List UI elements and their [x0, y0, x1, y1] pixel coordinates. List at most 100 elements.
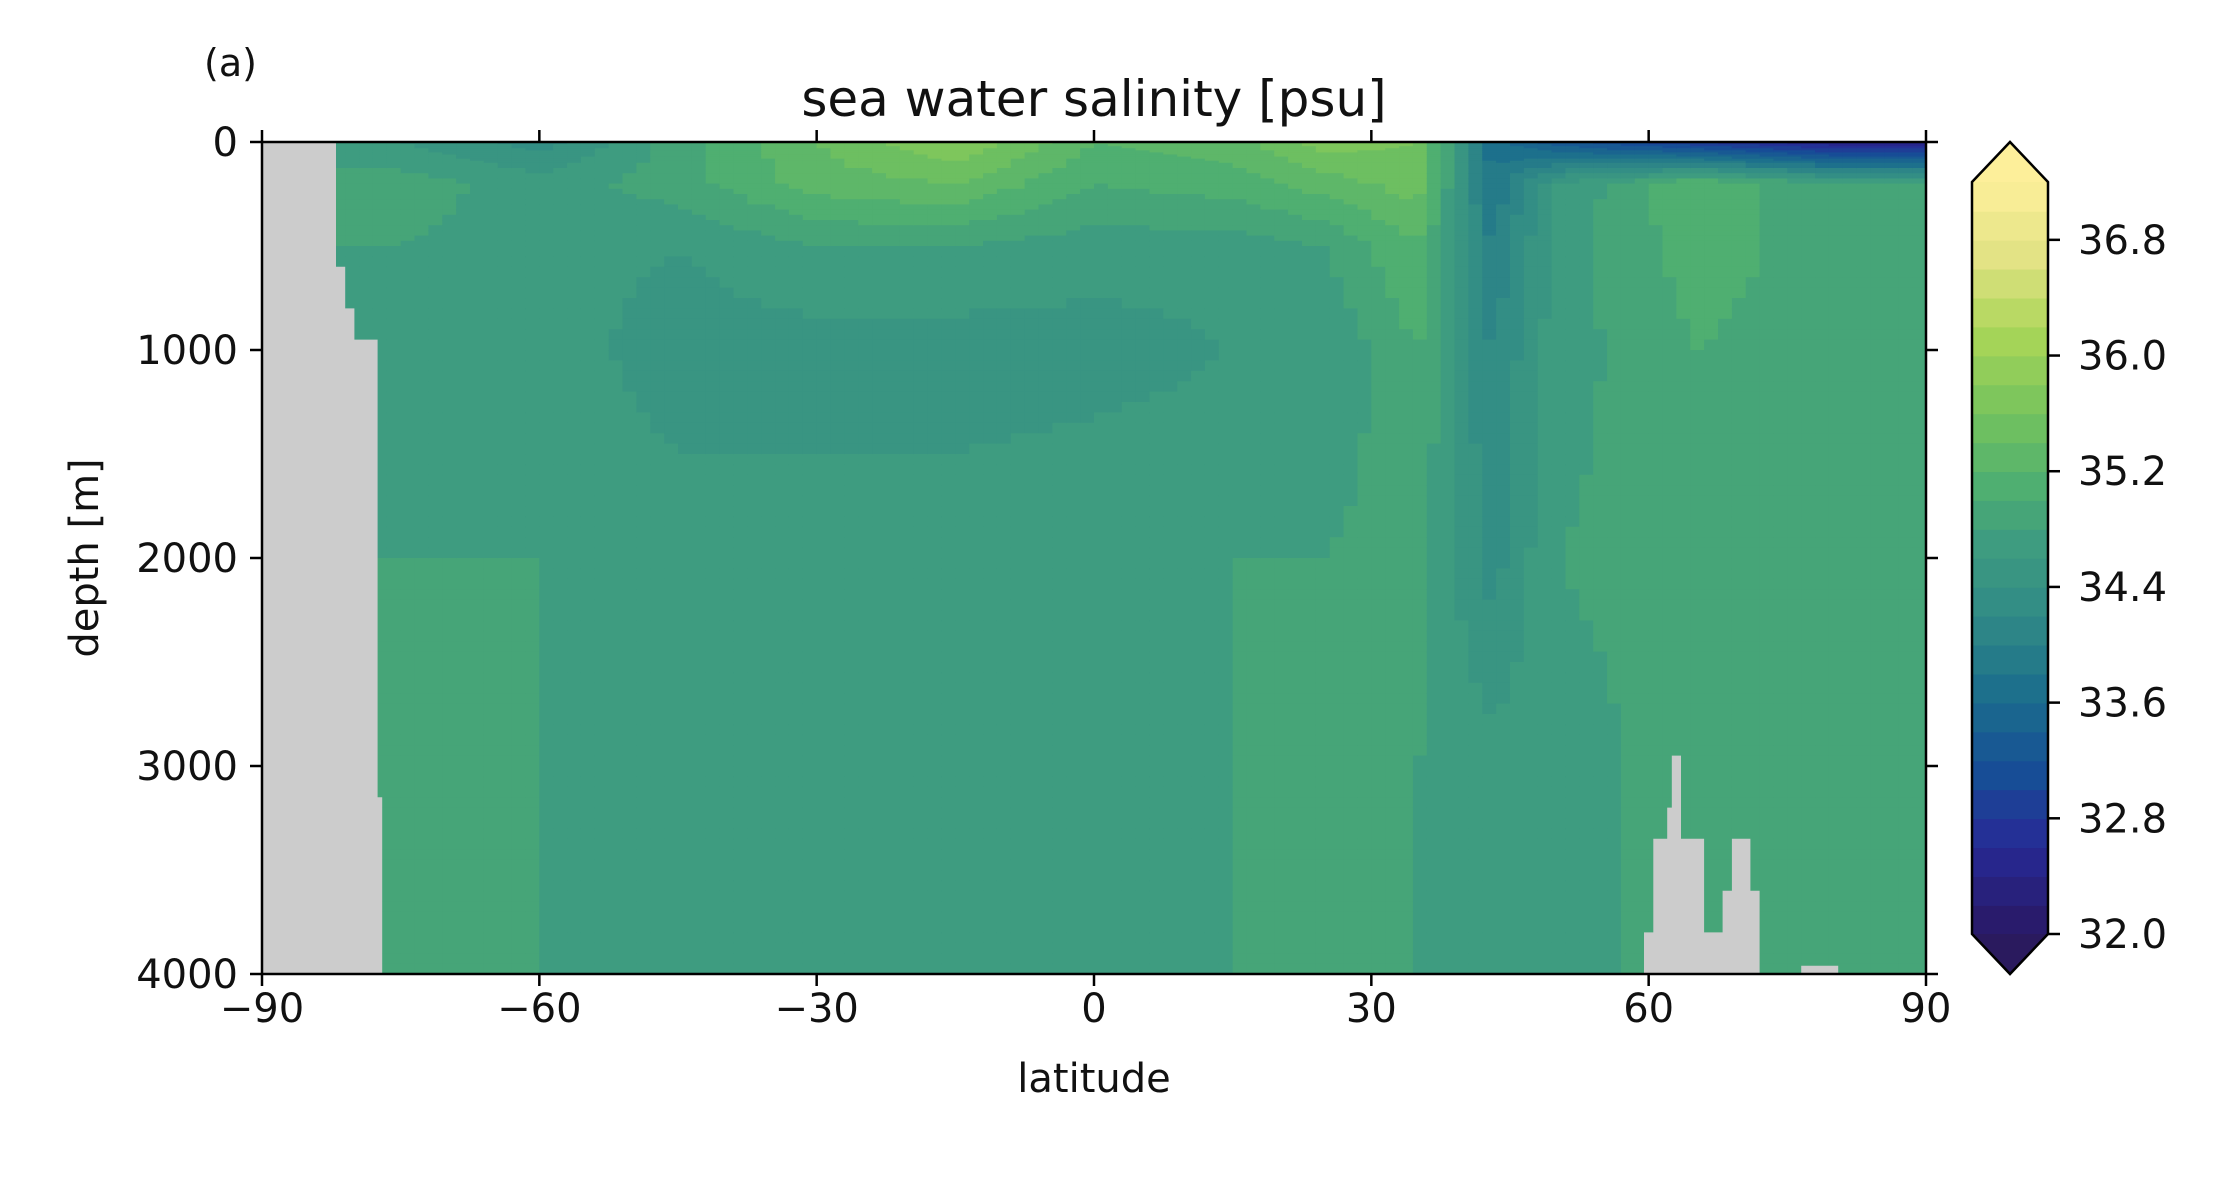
heatmap-cell-1394	[456, 495, 471, 507]
heatmap-cell-1594	[483, 578, 499, 590]
heatmap-cell-2924	[678, 433, 693, 445]
heatmap-cell-3041	[691, 651, 707, 663]
heatmap-cell-1895	[525, 714, 541, 726]
heatmap-cell-3714	[788, 662, 804, 674]
heatmap-cell-2803	[664, 209, 679, 216]
heatmap-cell-1168	[428, 194, 444, 200]
heatmap-cell-2765	[650, 776, 665, 788]
heatmap-cell-4464	[899, 474, 915, 486]
heatmap-cell-4044	[844, 173, 860, 180]
heatmap-cell-1536	[483, 142, 499, 145]
heatmap-cell-1127	[414, 714, 430, 726]
heatmap-cell-4896	[969, 142, 984, 145]
heatmap-cell-2610	[636, 204, 652, 211]
heatmap-cell-3657	[788, 160, 804, 164]
heatmap-cell-1368	[456, 235, 471, 242]
heatmap-cell-4823	[955, 230, 970, 237]
heatmap-cell-2965	[678, 859, 693, 871]
heatmap-cell-4225	[872, 144, 887, 147]
heatmap-cell-2046	[553, 287, 568, 299]
heatmap-cell-2623	[636, 298, 652, 310]
heatmap-cell-2911	[678, 298, 693, 310]
heatmap-cell-4971	[969, 755, 984, 767]
heatmap-cell-826	[372, 578, 388, 590]
heatmap-cell-3113	[705, 402, 721, 414]
heatmap-cell-2682	[636, 911, 652, 923]
heatmap-cell-4083	[844, 506, 860, 518]
heatmap-cell-1738	[511, 162, 527, 169]
heatmap-cell-2100	[553, 849, 568, 861]
heatmap-cell-4394	[886, 745, 901, 757]
heatmap-cell-3094	[705, 225, 721, 232]
heatmap-cell-1492	[470, 516, 485, 528]
heatmap-cell-2343	[594, 381, 610, 393]
heatmap-cell-3429	[747, 693, 762, 705]
heatmap-cell-4983	[969, 880, 984, 892]
heatmap-cell-688	[359, 194, 374, 200]
heatmap-cell-4038	[844, 154, 860, 158]
heatmap-cell-4222	[858, 953, 873, 965]
heatmap-cell-1836	[525, 173, 541, 180]
heatmap-cell-1670	[497, 370, 513, 382]
heatmap-cell-2205	[567, 942, 582, 954]
heatmap-cell-1964	[539, 433, 554, 445]
heatmap-cell-2770	[650, 828, 665, 840]
heatmap-cell-1281	[442, 318, 457, 330]
heatmap-cell-3502	[761, 454, 776, 466]
heatmap-cell-865	[386, 144, 402, 147]
heatmap-cell-1422	[456, 786, 471, 798]
heatmap-cell-3585	[775, 318, 790, 330]
heatmap-cell-4162	[858, 329, 873, 341]
heatmap-cell-1236	[428, 849, 444, 861]
heatmap-cell-2225	[580, 199, 596, 206]
heatmap-cell-3754	[802, 162, 818, 169]
heatmap-cell-3991	[830, 547, 846, 559]
heatmap-cell-2749	[650, 610, 665, 622]
heatmap-cell-2956	[678, 766, 693, 778]
heatmap-cell-2216	[580, 158, 596, 162]
heatmap-cell-4697	[927, 901, 943, 913]
heatmap-cell-2226	[580, 204, 596, 211]
heatmap-cell-2394	[594, 911, 610, 923]
heatmap-cell-2559	[622, 630, 638, 642]
heatmap-cell-1254	[442, 154, 457, 158]
heatmap-cell-4037	[844, 152, 860, 156]
heatmap-cell-3581	[775, 277, 790, 289]
heatmap-cell-3579	[775, 256, 790, 268]
heatmap-cell-3852	[816, 173, 832, 180]
heatmap-cell-2945	[678, 651, 693, 663]
heatmap-cell-3612	[775, 599, 790, 611]
heatmap-cell-3157	[705, 859, 721, 871]
heatmap-cell-4695	[927, 880, 943, 892]
heatmap-cell-3342	[733, 786, 749, 798]
heatmap-cell-2879	[664, 963, 679, 975]
heatmap-cell-845	[372, 776, 388, 788]
heatmap-cell-3616	[775, 641, 790, 653]
heatmap-cell-3531	[761, 755, 776, 767]
heatmap-cell-2016	[553, 142, 568, 145]
heatmap-cell-1967	[539, 464, 554, 476]
heatmap-cell-4906	[969, 162, 984, 169]
heatmap-cell-2113	[567, 144, 582, 147]
heatmap-cell-2480	[608, 807, 624, 819]
heatmap-cell-3832	[802, 890, 818, 902]
heatmap-cell-2423	[608, 230, 624, 237]
heatmap-cell-3310	[733, 454, 749, 466]
heatmap-cell-957	[386, 942, 402, 954]
heatmap-cell-2738	[650, 495, 665, 507]
heatmap-cell-2902	[678, 225, 693, 232]
heatmap-cell-3844	[816, 150, 832, 154]
heatmap-cell-2301	[580, 942, 596, 954]
heatmap-cell-1067	[414, 168, 430, 174]
heatmap-cell-486	[331, 154, 346, 158]
heatmap-cell-1161	[428, 160, 444, 164]
heatmap-cell-4745	[941, 402, 957, 414]
heatmap-cell-3743	[788, 963, 804, 975]
heatmap-cell-3736	[788, 890, 804, 902]
heatmap-cell-1570	[483, 329, 499, 341]
heatmap-cell-3944	[830, 158, 846, 162]
heatmap-cell-1892	[525, 682, 541, 694]
heatmap-cell-4683	[927, 755, 943, 767]
heatmap-cell-2109	[553, 942, 568, 954]
heatmap-cell-4042	[844, 162, 860, 169]
